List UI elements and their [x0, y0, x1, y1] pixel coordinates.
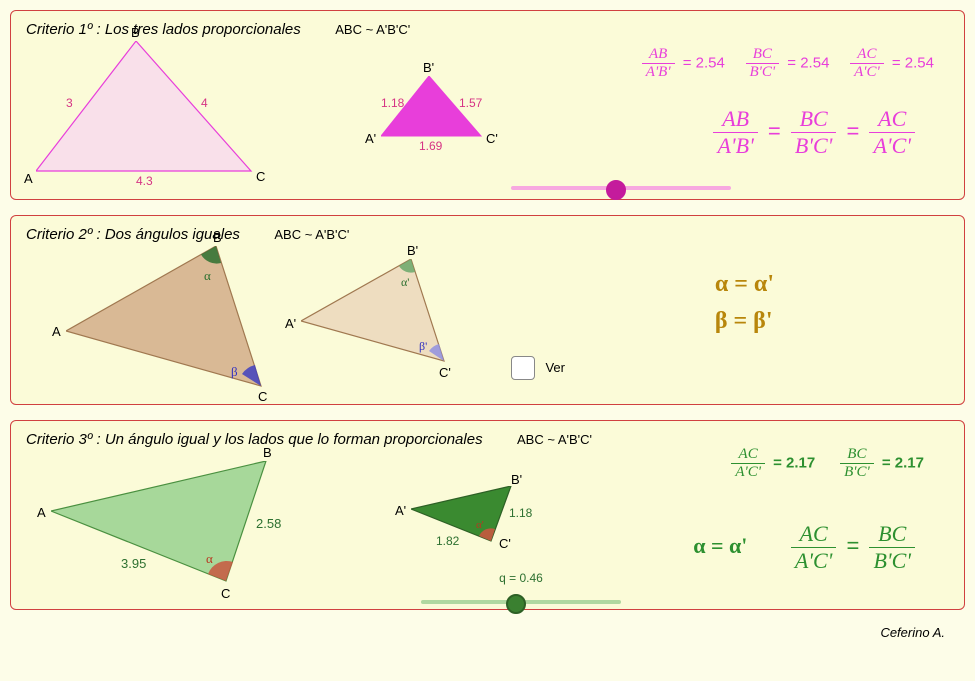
- vertex-label: C: [258, 389, 267, 404]
- vertex-label: A: [37, 505, 46, 520]
- angle-label: β': [419, 339, 427, 354]
- angle-label: α': [401, 275, 409, 290]
- ver-label: Ver: [545, 360, 565, 375]
- angle-label: β: [231, 364, 238, 380]
- ratio-bc: 2.17: [895, 454, 924, 471]
- vertex-label: B: [131, 25, 140, 40]
- panel2-similarity: ABC ~ A'B'C': [274, 227, 349, 242]
- vertex-label: C': [499, 536, 511, 551]
- slider-label: q = 0.46: [421, 571, 621, 585]
- eq-beta: β = β': [715, 308, 774, 335]
- vertex-label: C: [256, 169, 265, 184]
- panel1-ratios-row: ABA'B' = 2.54 BCB'C' = 2.54 ACA'C' = 2.5…: [638, 46, 934, 81]
- angle-label: α: [206, 551, 213, 567]
- edge-label: 1.57: [459, 96, 482, 110]
- ratio-ac: 2.17: [786, 454, 815, 471]
- edge-label: 2.58: [256, 516, 281, 531]
- panel3-big-triangle[interactable]: A B C 2.58 3.95 α: [51, 461, 281, 601]
- panel1-similarity: ABC ~ A'B'C': [335, 22, 410, 37]
- vertex-label: C': [439, 365, 451, 380]
- panel3-slider[interactable]: [421, 593, 621, 611]
- edge-label: 3: [66, 96, 73, 110]
- ver-checkbox[interactable]: [511, 356, 535, 380]
- panel3-title: Criterio 3º : Un ángulo igual y los lado…: [26, 431, 483, 448]
- edge-label: 1.18: [381, 96, 404, 110]
- panel1-slider[interactable]: [511, 179, 731, 197]
- ratio-bc: 2.54: [800, 54, 829, 71]
- panel3-eq-row: α = α' ACA'C' = BCB'C': [693, 521, 919, 574]
- vertex-label: C': [486, 131, 498, 146]
- author-credit: Ceferino A.: [10, 625, 965, 640]
- panel2-small-triangle[interactable]: A' B' C' α' β': [301, 259, 456, 379]
- edge-label: 1.69: [419, 139, 442, 153]
- eq-alpha: α = α': [693, 533, 747, 558]
- vertex-label: B': [407, 243, 418, 258]
- panel2-equations: α = α' β = β': [715, 271, 774, 335]
- vertex-label: A: [52, 324, 61, 339]
- panel3-similarity: ABC ~ A'B'C': [517, 432, 592, 447]
- edge-label: 4.3: [136, 174, 153, 188]
- ratio-ac: 2.54: [905, 54, 934, 71]
- panel-criterio-1: Criterio 1º : Los tres lados proporciona…: [10, 10, 965, 200]
- angle-label: α: [204, 268, 211, 284]
- panel2-checkbox-row: Ver: [511, 356, 565, 380]
- eq-alpha: α = α': [715, 271, 774, 298]
- vertex-label: B: [213, 230, 222, 245]
- edge-label: 1.18: [509, 506, 532, 520]
- vertex-label: B: [263, 445, 272, 460]
- panel-criterio-3: Criterio 3º : Un ángulo igual y los lado…: [10, 420, 965, 610]
- edge-label: 4: [201, 96, 208, 110]
- panel3-slider-group: q = 0.46: [421, 571, 621, 611]
- vertex-label: A': [285, 316, 296, 331]
- vertex-label: A: [24, 171, 33, 186]
- panel3-ratios-row: ACA'C' = 2.17 BCB'C' = 2.17: [727, 446, 924, 481]
- panel1-title: Criterio 1º : Los tres lados proporciona…: [26, 21, 301, 38]
- edge-label: 3.95: [121, 556, 146, 571]
- panel3-small-triangle[interactable]: A' B' C' 1.18 1.82 α': [411, 486, 526, 561]
- vertex-label: B': [423, 60, 434, 75]
- panel-criterio-2: Criterio 2º : Dos ángulos iguales ABC ~ …: [10, 215, 965, 405]
- vertex-label: C: [221, 586, 230, 601]
- panel1-equation: ABA'B' = BCB'C' = ACA'C': [709, 106, 919, 159]
- panel1-small-triangle[interactable]: A' B' C' 1.18 1.57 1.69: [381, 76, 491, 156]
- edge-label: 1.82: [436, 534, 459, 548]
- vertex-label: A': [395, 503, 406, 518]
- angle-label: α': [476, 519, 484, 531]
- vertex-label: B': [511, 472, 522, 487]
- panel1-big-triangle[interactable]: A B C 3 4 4.3: [36, 41, 266, 191]
- vertex-label: A': [365, 131, 376, 146]
- panel2-title: Criterio 2º : Dos ángulos iguales: [26, 226, 240, 243]
- panel2-big-triangle[interactable]: A B C α β: [66, 246, 276, 406]
- ratio-ab: 2.54: [696, 54, 725, 71]
